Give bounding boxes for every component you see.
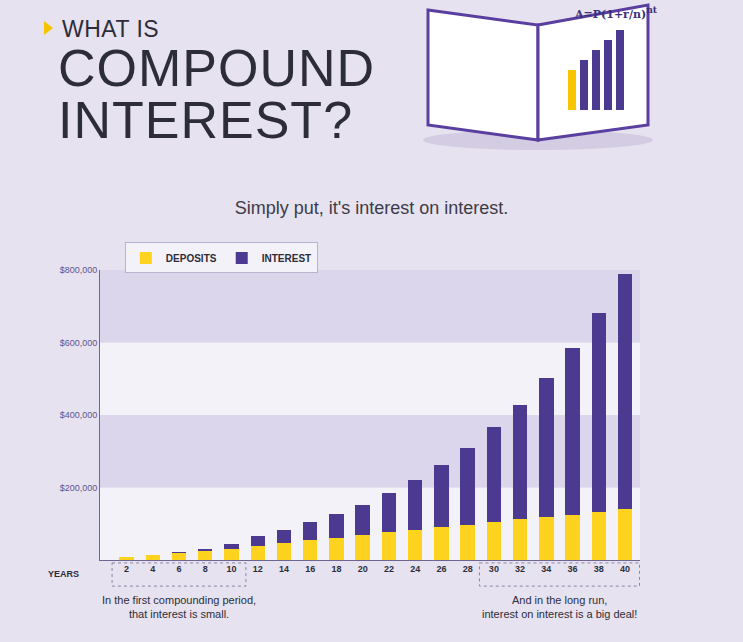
svg-text:38: 38 [594,564,604,574]
svg-text:And in the long run,interest o: And in the long run,interest on interest… [482,594,637,620]
svg-text:24: 24 [410,564,420,574]
svg-text:18: 18 [331,564,341,574]
svg-text:32: 32 [515,564,525,574]
svg-text:26: 26 [436,564,446,574]
svg-text:6: 6 [176,564,181,574]
svg-text:In the first compounding perio: In the first compounding period,that int… [102,594,256,620]
html-text:A=P(1+r/n)nt: A=P(1+r/n)nt [575,4,657,21]
svg-text:$800,000: $800,000 [60,265,98,275]
svg-text:2: 2 [124,564,129,574]
svg-text:16: 16 [305,564,315,574]
svg-text:INTEREST: INTEREST [262,253,311,264]
svg-text:14: 14 [279,564,289,574]
svg-text:34: 34 [541,564,551,574]
html-text:COMPOUND INTEREST?: COMPOUND INTEREST? [58,39,376,149]
svg-text:22: 22 [384,564,394,574]
svg-text:8: 8 [203,564,208,574]
svg-text:30: 30 [489,564,499,574]
svg-text:36: 36 [568,564,578,574]
html-text:WHAT IS: WHAT IS [62,16,160,42]
svg-text:10: 10 [226,564,236,574]
html-text:Simply put, it's interest on i: Simply put, it's interest on interest. [234,198,509,218]
svg-text:12: 12 [253,564,263,574]
svg-text:4: 4 [150,564,155,574]
svg-text:20: 20 [358,564,368,574]
svg-text:YEARS: YEARS [48,569,79,579]
svg-text:DEPOSITS: DEPOSITS [166,253,217,264]
svg-text:$200,000: $200,000 [60,483,98,493]
svg-text:$600,000: $600,000 [60,338,98,348]
svg-text:28: 28 [463,564,473,574]
svg-text:40: 40 [620,564,630,574]
svg-text:$400,000: $400,000 [60,410,98,420]
